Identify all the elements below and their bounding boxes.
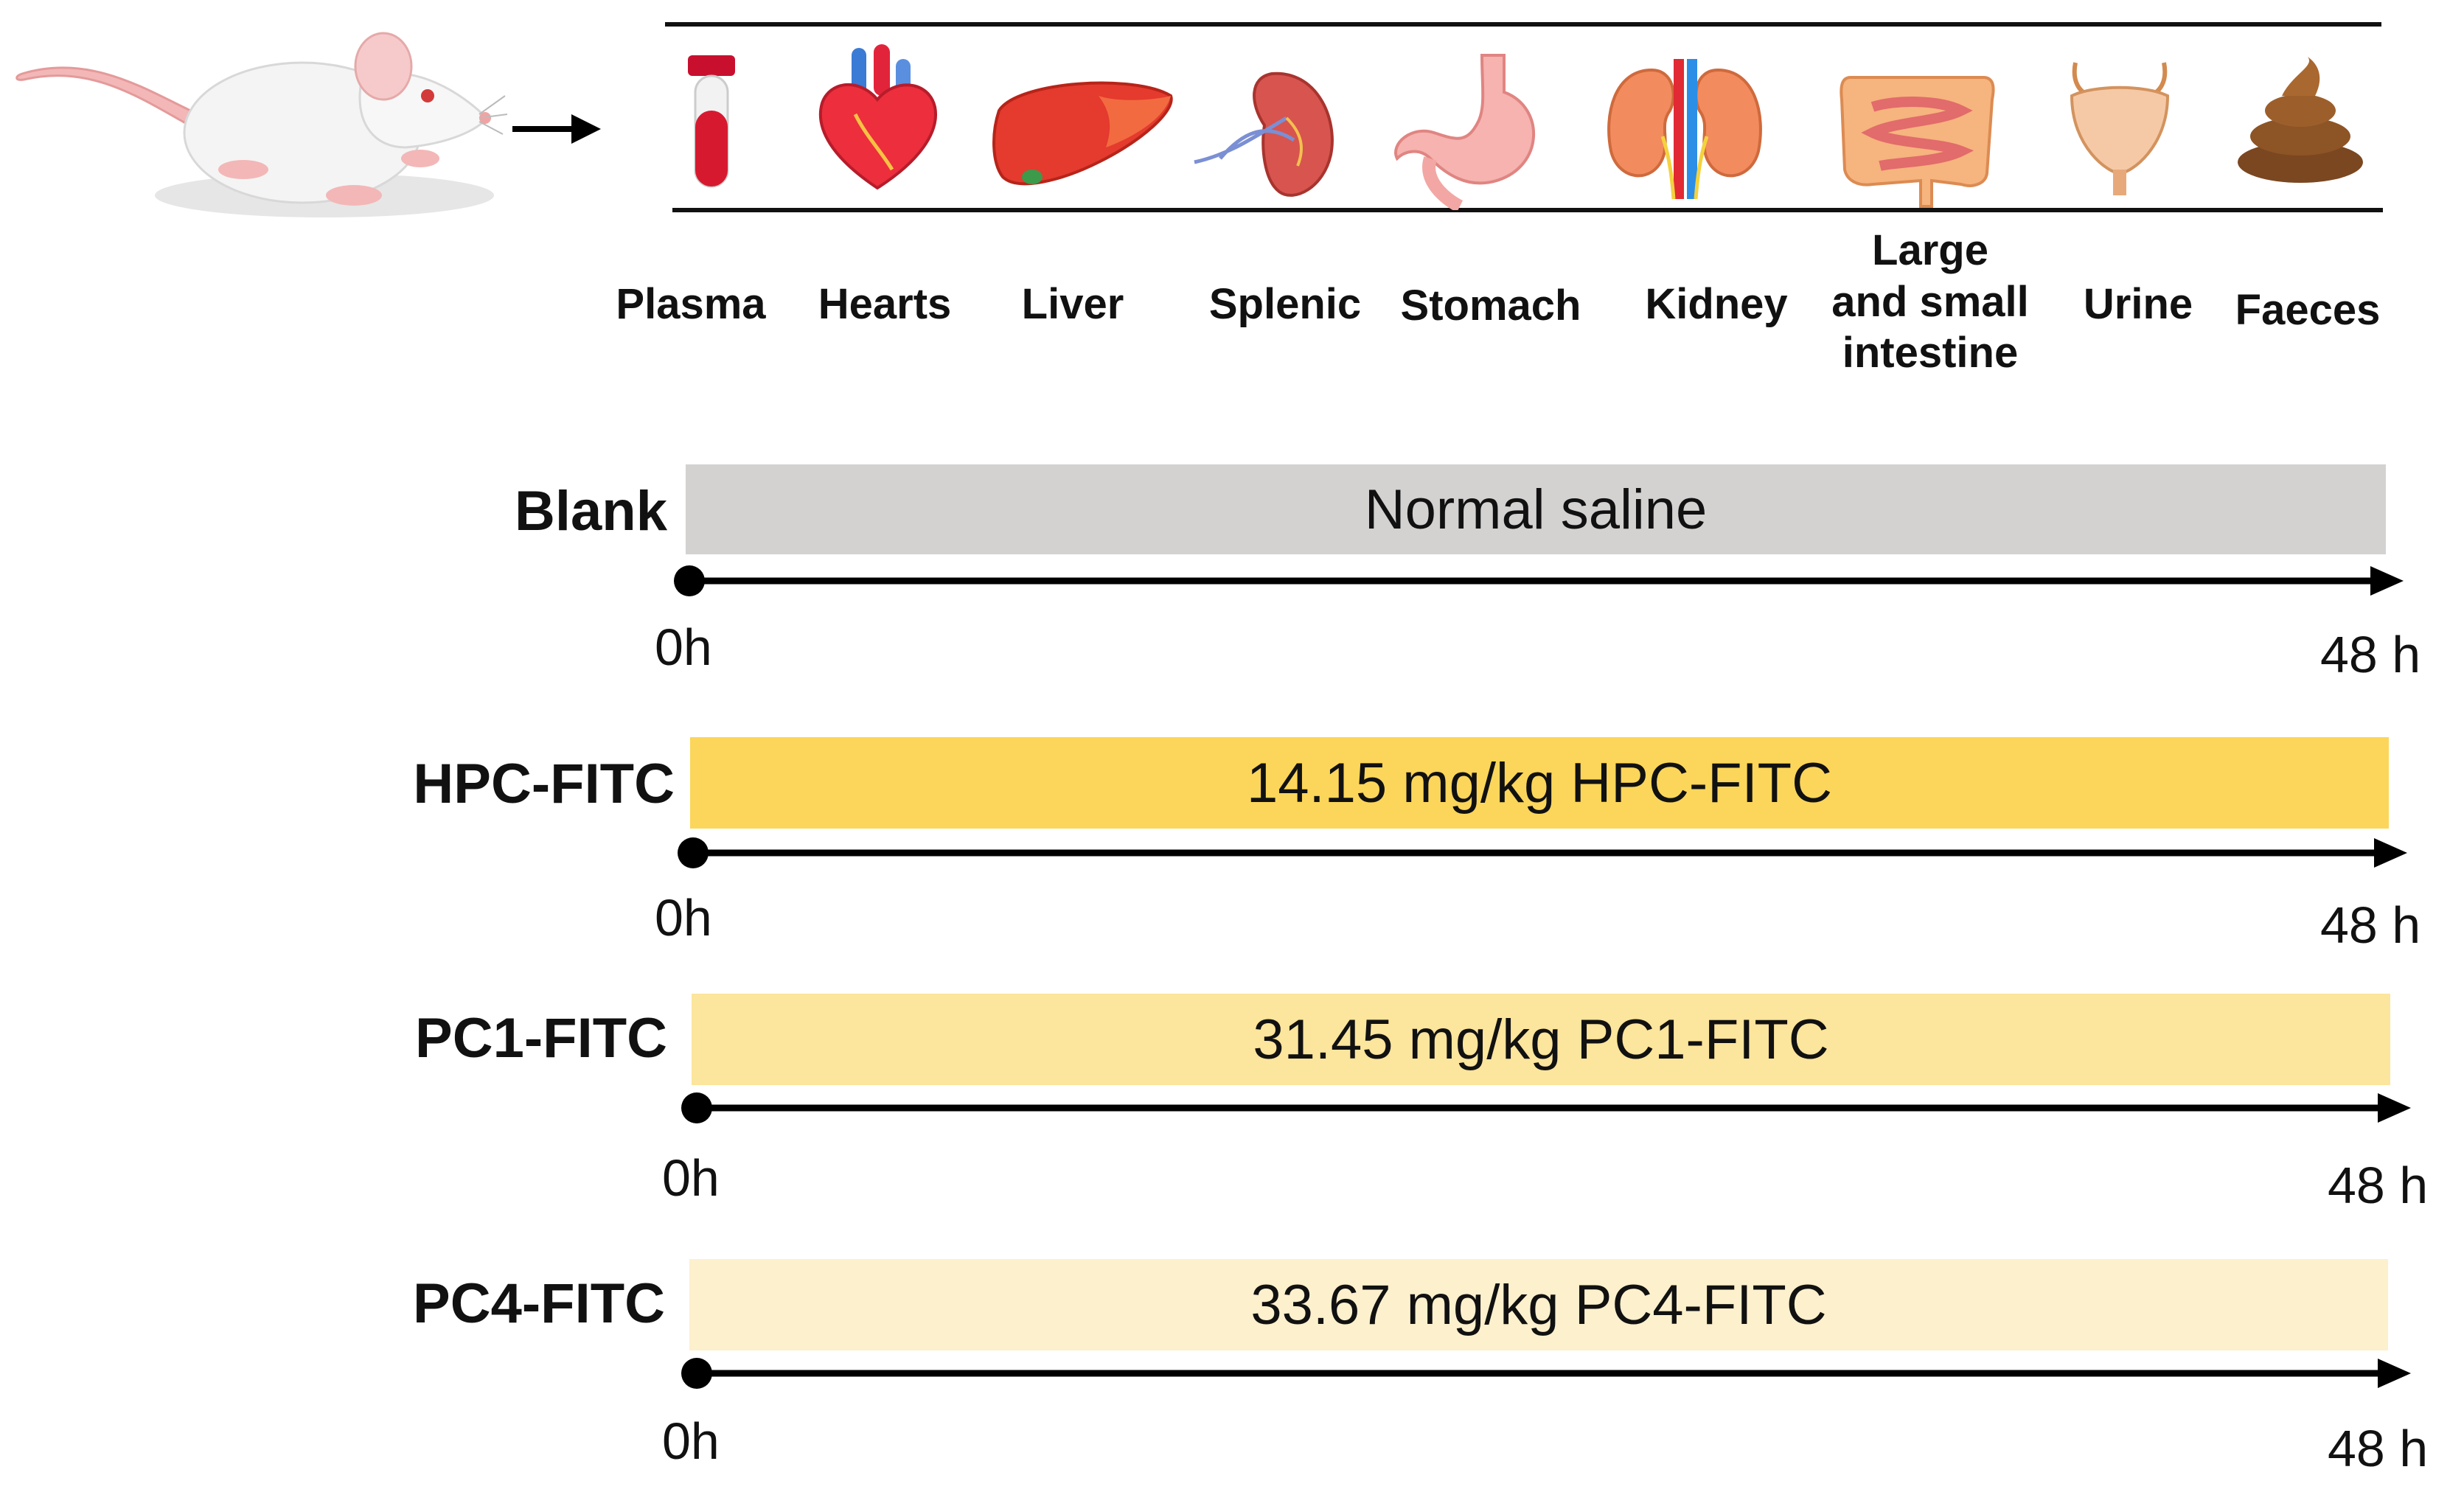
organ-label-faeces: Faeces (2235, 286, 2381, 334)
timeline-start-blank: 0h (655, 618, 712, 676)
organ-label-splenic: Splenic (1208, 280, 1362, 328)
timeline-arrow-blank (674, 565, 2404, 596)
organ-label-stomach: Stomach (1400, 282, 1581, 330)
blood-tube-icon (688, 55, 735, 188)
organ-label-kidney: Kidney (1645, 280, 1788, 328)
spleen-icon (1194, 72, 1334, 197)
organ-label-plasma: Plasma (616, 280, 766, 328)
timeline-end-pc1-fitc: 48 h (2328, 1157, 2429, 1214)
rat-eye (421, 89, 434, 102)
timeline-arrow-hpc-fitc (678, 837, 2407, 868)
organ-label-intestine-line2: and small (1831, 277, 2029, 326)
rat-nose (479, 112, 491, 124)
organ-label-intestine: Large and small intestine (1831, 225, 2029, 379)
timeline-arrow-pc1-fitc (681, 1092, 2411, 1123)
group-label-hpc-fitc: HPC-FITC (413, 753, 675, 815)
timeline-end-hpc-fitc: 48 h (2320, 896, 2421, 954)
intestine-icon (1840, 76, 1995, 208)
rat-foot-front (401, 150, 439, 167)
stomach-icon (1394, 54, 1536, 210)
group-label-pc4-fitc: PC4-FITC (413, 1272, 665, 1335)
bladder-icon (2070, 62, 2170, 195)
organ-box-top-line (665, 22, 2381, 27)
treatment-bar-pc4-fitc: 33.67 mg/kg PC4-FITC (689, 1259, 2388, 1350)
group-label-pc1-fitc: PC1-FITC (415, 1007, 667, 1070)
organ-label-liver: Liver (1021, 280, 1124, 328)
treatment-bar-hpc-fitc: 14.15 mg/kg HPC-FITC (690, 737, 2389, 829)
organ-label-hearts: Hearts (818, 280, 952, 328)
kidney-icon (1607, 59, 1762, 200)
rat-to-organs-arrow (512, 114, 601, 144)
timeline-start-pc4-fitc: 0h (662, 1412, 720, 1470)
rat-illustration (15, 32, 508, 217)
liver-icon (992, 81, 1173, 186)
organ-label-urine: Urine (2083, 280, 2193, 328)
rat-ear (354, 32, 413, 101)
rat-foot-rear (218, 160, 268, 179)
organ-label-intestine-line1: Large (1872, 226, 1988, 274)
rat-foot-back (326, 185, 382, 206)
timeline-start-hpc-fitc: 0h (655, 889, 712, 947)
organ-box-bottom-line (672, 208, 2383, 212)
timeline-end-pc4-fitc: 48 h (2328, 1420, 2429, 1477)
organ-label-intestine-line3: intestine (1842, 329, 2019, 377)
rat-whiskers (478, 95, 508, 135)
faeces-icon (2238, 57, 2363, 183)
heart-icon (818, 44, 937, 190)
treatment-bar-pc1-fitc: 31.45 mg/kg PC1-FITC (692, 994, 2390, 1085)
timeline-end-blank: 48 h (2320, 626, 2421, 683)
timeline-start-pc1-fitc: 0h (662, 1149, 720, 1207)
group-label-blank: Blank (515, 480, 667, 543)
timeline-arrow-pc4-fitc (681, 1358, 2411, 1389)
treatment-bar-blank: Normal saline (686, 464, 2386, 554)
rat-tail (15, 66, 208, 135)
